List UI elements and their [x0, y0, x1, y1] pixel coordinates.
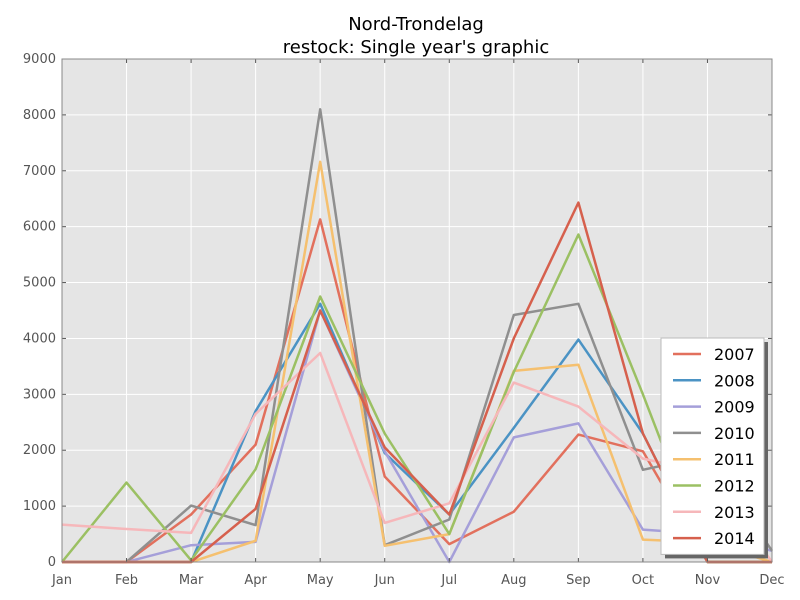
y-tick-label: 1000 [23, 499, 56, 514]
axes: 0 1000 2000 3000 4000 5000 6000 7000 8000 9000 Jan… [23, 52, 785, 588]
x-tick-label: Jun [374, 573, 395, 588]
x-tick-label: Apr [244, 573, 267, 588]
legend-label-2013: 2013 [714, 503, 755, 522]
series-line-2013 [61, 351, 774, 563]
y-tick-label: 6000 [23, 220, 56, 235]
x-tick-label: Mar [179, 573, 204, 588]
x-tick-label: Dec [759, 573, 784, 588]
x-tick-label: Sep [566, 573, 591, 588]
chart-title: Nord-Trondelag [348, 14, 484, 35]
x-tick-label: Jan [51, 573, 72, 588]
y-tick-label: 5000 [23, 276, 56, 291]
legend-label-2007: 2007 [714, 345, 755, 364]
plot-frame [61, 58, 773, 563]
legend-label-2011: 2011 [714, 450, 755, 469]
series-line-2012 [61, 233, 772, 564]
y-tick-label: 8000 [23, 108, 56, 123]
legend-label-2014: 2014 [714, 529, 755, 548]
x-tick-label: May [307, 573, 334, 588]
x-tick-label: Jul [440, 573, 457, 588]
x-tick-label: Oct [632, 573, 654, 588]
plot-background [62, 59, 772, 562]
series-line-2007 [62, 218, 772, 564]
legend-box [660, 337, 765, 555]
legend-label-2010: 2010 [714, 424, 755, 443]
legend: 2007 2008 2009 2010 2011 2012 2013 2014 [660, 337, 768, 559]
y-tick-label: 7000 [23, 164, 56, 179]
series-line-2010 [62, 108, 774, 564]
y-tick-label: 0 [48, 555, 56, 570]
legend-label-2008: 2008 [714, 371, 755, 390]
x-tick-label: Feb [115, 573, 138, 588]
y-tick-label: 3000 [23, 387, 56, 402]
y-tick-label: 2000 [23, 443, 56, 458]
y-tick-label: 4000 [23, 331, 56, 346]
legend-label-2012: 2012 [714, 477, 755, 496]
chart-subtitle: restock: Single year's graphic [283, 37, 549, 58]
y-tick-label: 9000 [23, 52, 56, 67]
x-tick-label: Nov [695, 573, 721, 588]
x-tick-label: Aug [501, 573, 526, 588]
legend-label-2009: 2009 [714, 398, 755, 417]
